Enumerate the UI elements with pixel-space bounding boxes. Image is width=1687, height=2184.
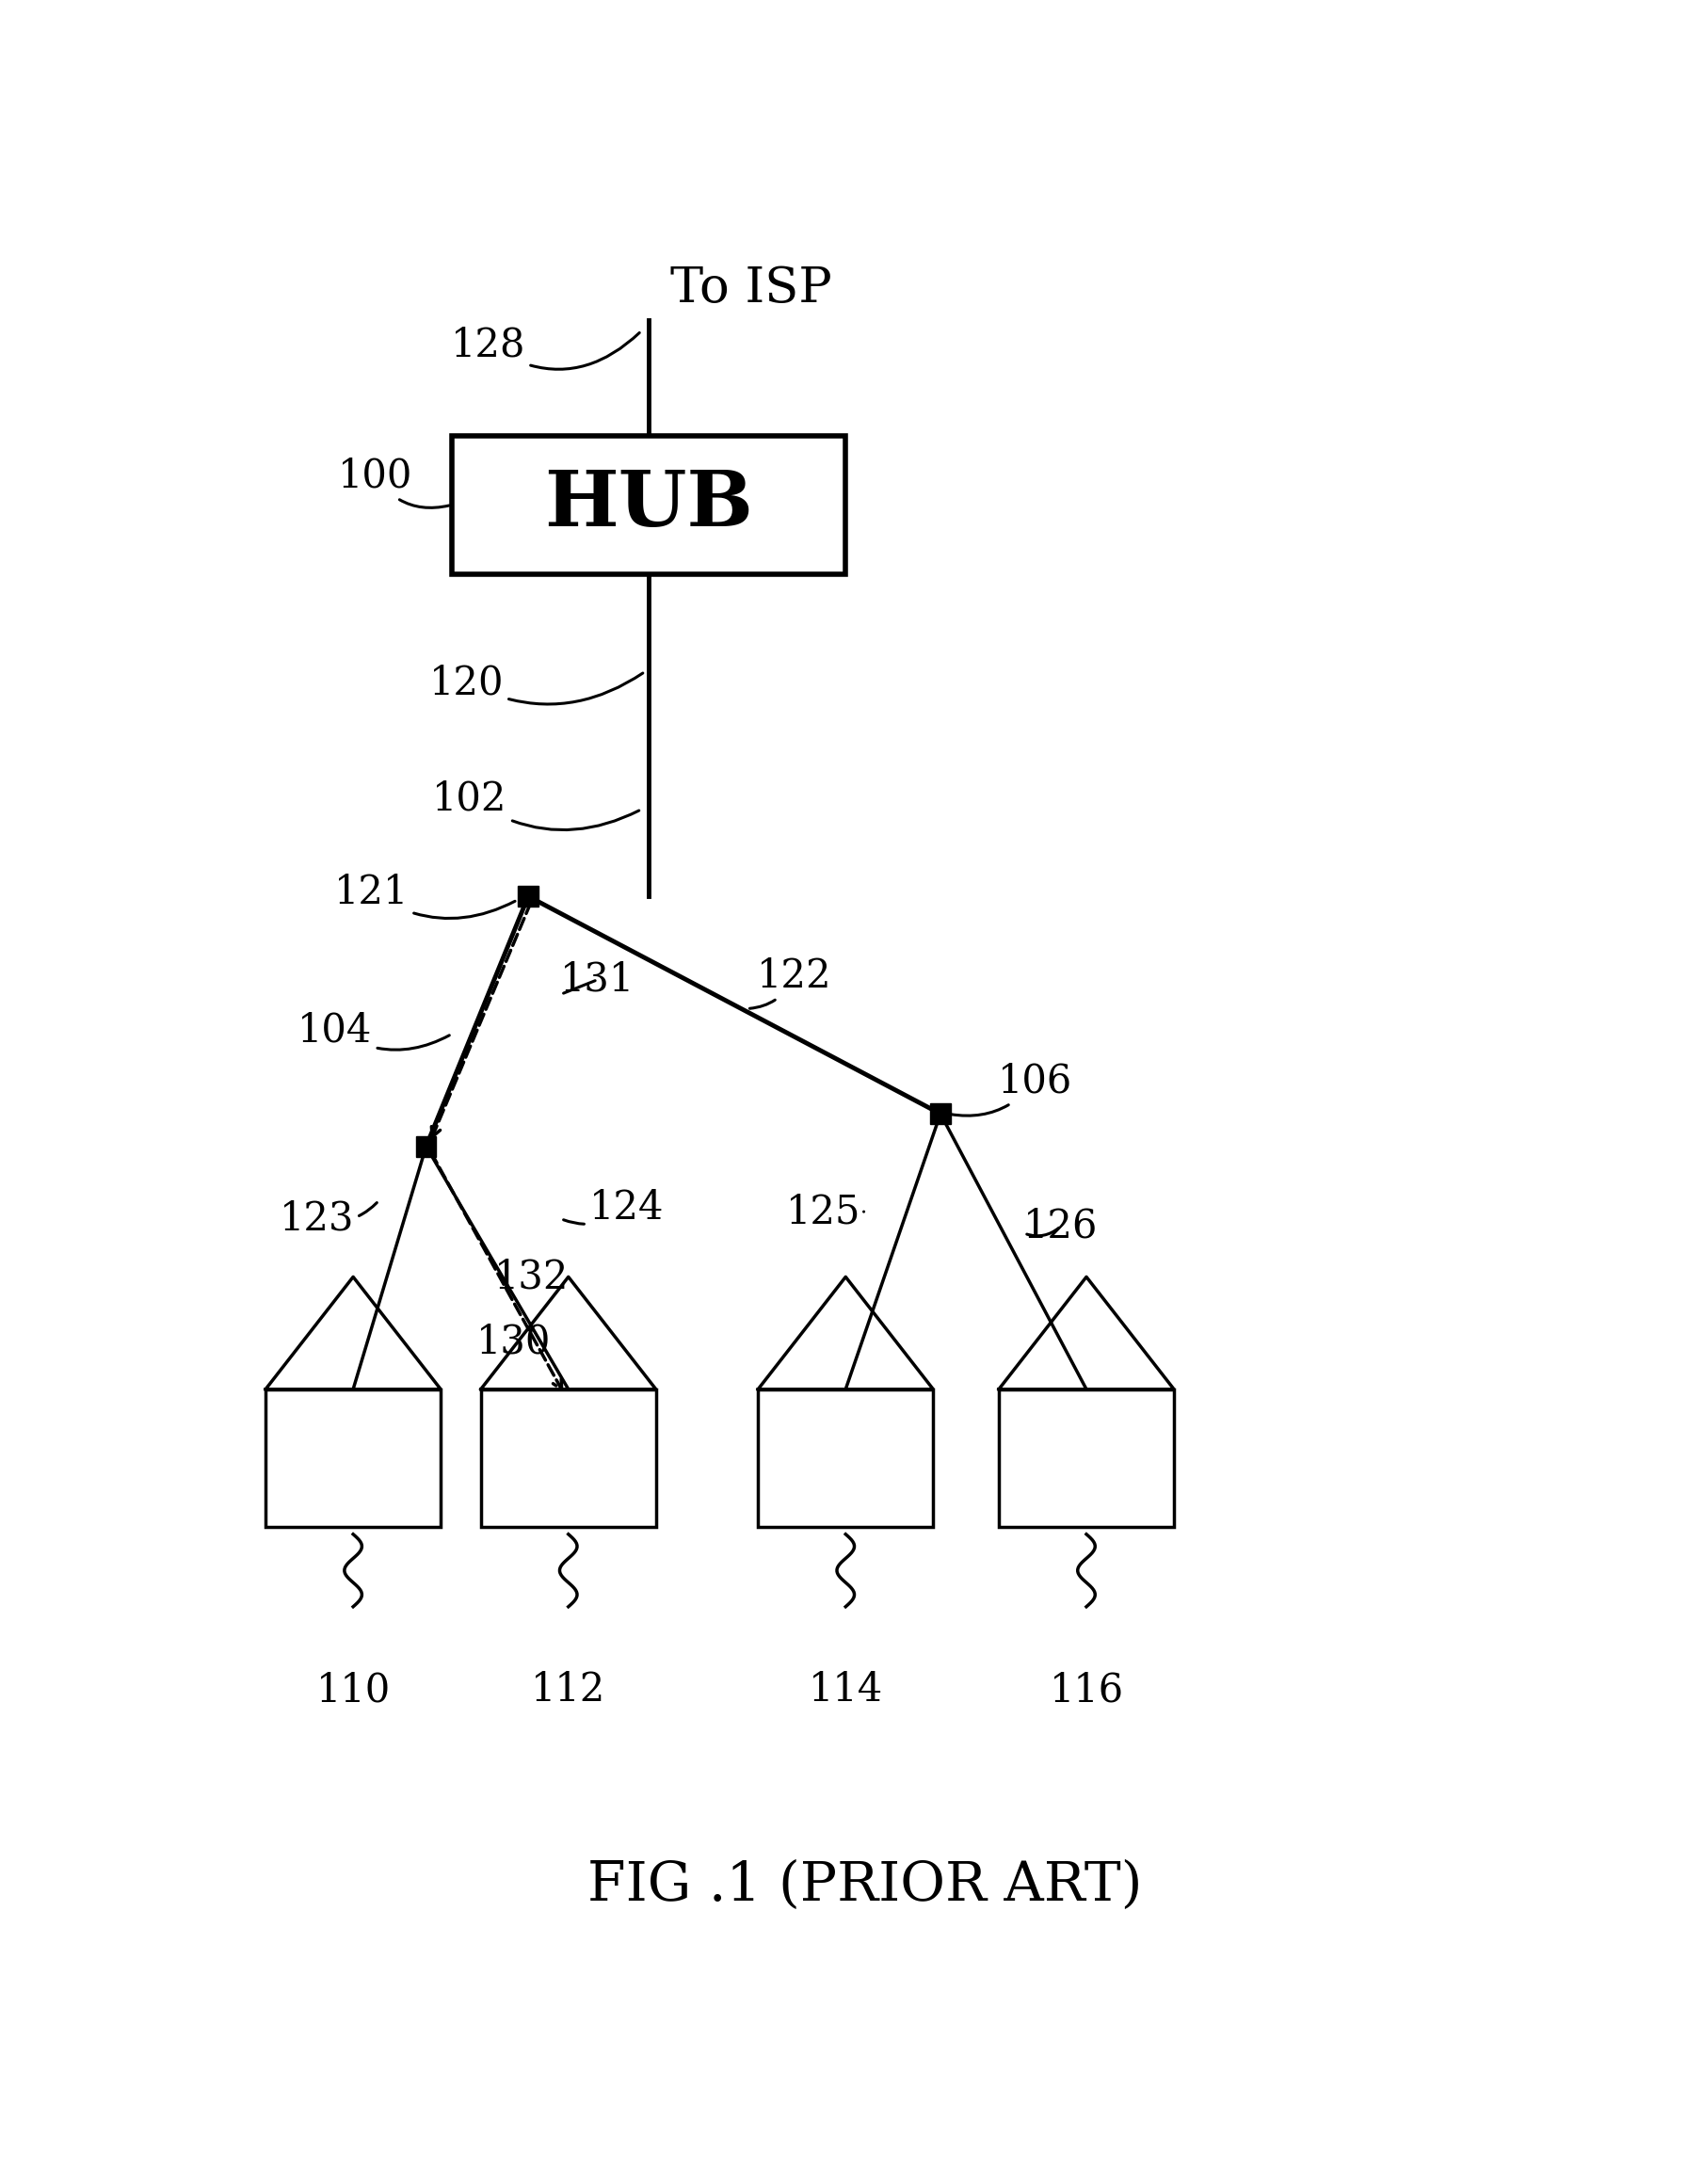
Text: 128: 128 bbox=[450, 325, 639, 369]
Text: 124: 124 bbox=[563, 1188, 665, 1227]
Text: 131: 131 bbox=[560, 961, 634, 1000]
Text: 114: 114 bbox=[808, 1671, 882, 1710]
Text: 110: 110 bbox=[315, 1671, 390, 1710]
Text: 132: 132 bbox=[494, 1258, 569, 1297]
Text: HUB: HUB bbox=[545, 467, 752, 542]
Bar bbox=[417, 1136, 437, 1158]
Bar bbox=[757, 1389, 933, 1527]
Text: 106: 106 bbox=[950, 1061, 1073, 1116]
Text: 120: 120 bbox=[428, 662, 643, 703]
Text: 102: 102 bbox=[432, 780, 639, 830]
Text: 116: 116 bbox=[1049, 1671, 1124, 1710]
Text: 130: 130 bbox=[476, 1321, 552, 1363]
Text: To ISP: To ISP bbox=[670, 264, 832, 312]
Bar bbox=[518, 887, 538, 906]
Bar bbox=[930, 1103, 951, 1125]
Bar bbox=[452, 437, 845, 574]
Text: 123: 123 bbox=[280, 1199, 376, 1238]
Text: 125: 125 bbox=[786, 1192, 864, 1232]
Text: 122: 122 bbox=[749, 957, 832, 1009]
Text: FIG .1 (PRIOR ART): FIG .1 (PRIOR ART) bbox=[587, 1859, 1142, 1913]
Text: 121: 121 bbox=[334, 874, 515, 917]
Text: 112: 112 bbox=[531, 1671, 606, 1710]
Bar bbox=[481, 1389, 656, 1527]
Text: 126: 126 bbox=[1024, 1206, 1098, 1245]
Bar bbox=[265, 1389, 440, 1527]
Bar bbox=[999, 1389, 1174, 1527]
Text: 100: 100 bbox=[337, 456, 449, 507]
Text: 104: 104 bbox=[297, 1011, 449, 1051]
